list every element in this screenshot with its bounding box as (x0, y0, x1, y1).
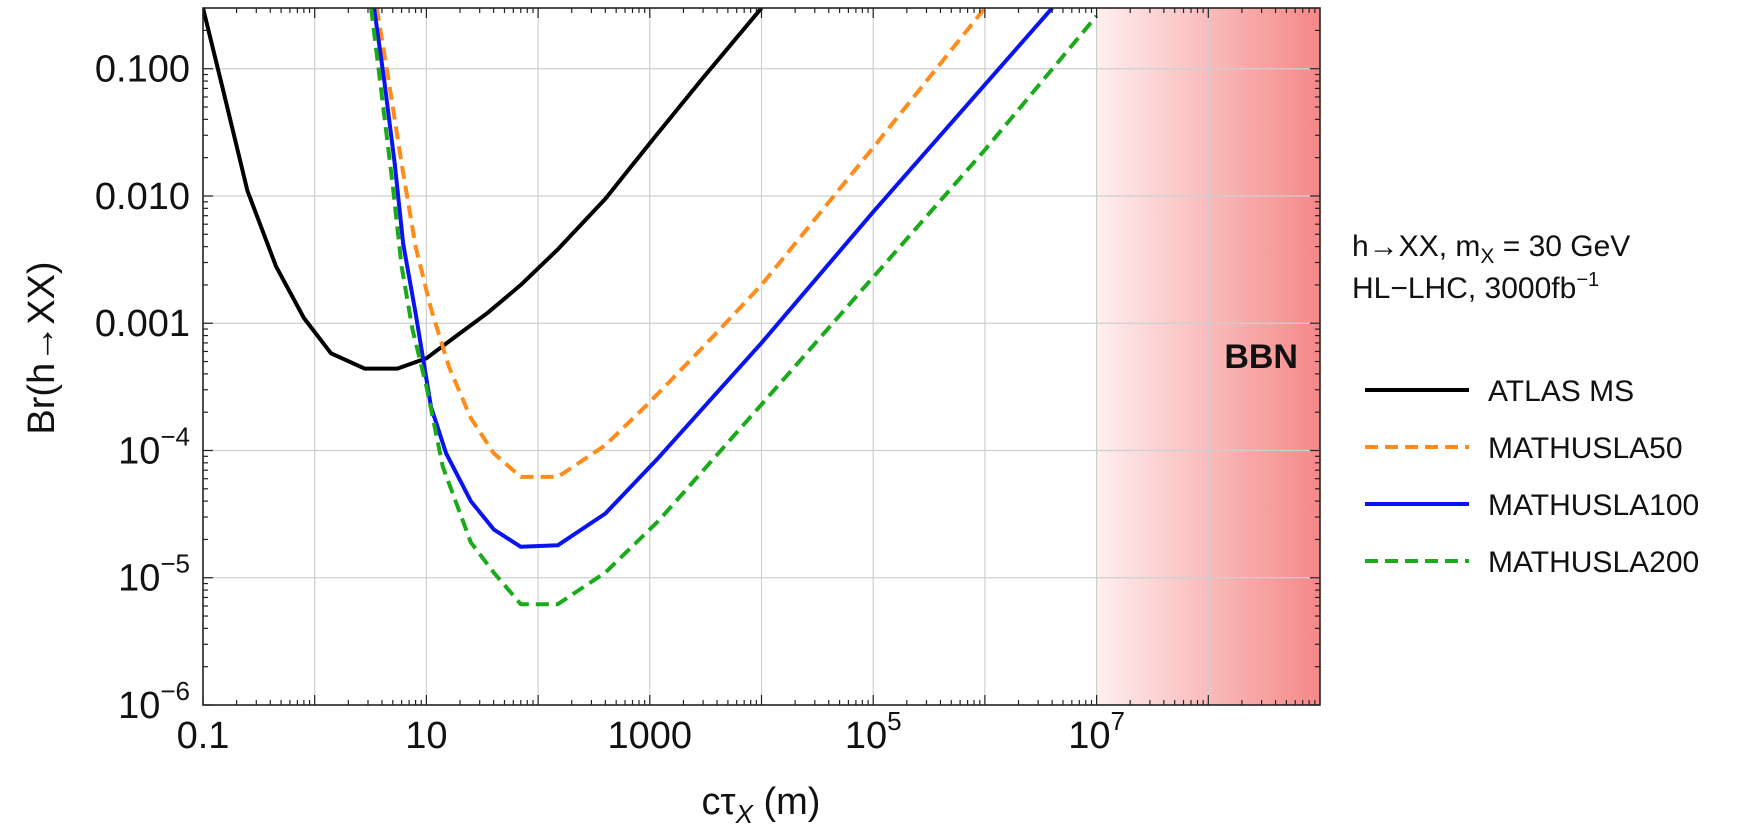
x-tick-label: 107 (1068, 706, 1125, 757)
bbn-label: BBN (1224, 338, 1298, 376)
legend-label: MATHUSLA200 (1488, 546, 1699, 579)
y-tick-label: 10−6 (118, 676, 190, 727)
x-tick-label: 1000 (608, 715, 693, 757)
annotation-luminosity: HL−LHC, 3000fb−1 (1352, 269, 1599, 305)
x-tick-label: 0.1 (177, 715, 230, 757)
y-tick-label: 0.010 (95, 176, 190, 218)
y-tick-label: 0.001 (95, 303, 190, 345)
legend-label: MATHUSLA100 (1488, 489, 1699, 522)
x-axis-title: cτX (m) (702, 781, 821, 827)
y-tick-label: 10−4 (118, 421, 190, 472)
y-axis-title: Br(h→XX) (21, 261, 63, 434)
series-line (372, 8, 1054, 549)
legend-label: ATLAS MS (1488, 375, 1634, 408)
series-line (369, 8, 1099, 607)
series-line (374, 8, 987, 479)
x-tick-label: 10 (405, 715, 447, 757)
y-tick-label: 10−5 (118, 549, 190, 600)
legend-label: MATHUSLA50 (1488, 432, 1683, 465)
series-line (203, 8, 764, 371)
annotation-process: h→XX, mX = 30 GeV (1352, 230, 1630, 268)
x-tick-label: 105 (845, 706, 902, 757)
y-tick-label: 0.100 (95, 49, 190, 91)
